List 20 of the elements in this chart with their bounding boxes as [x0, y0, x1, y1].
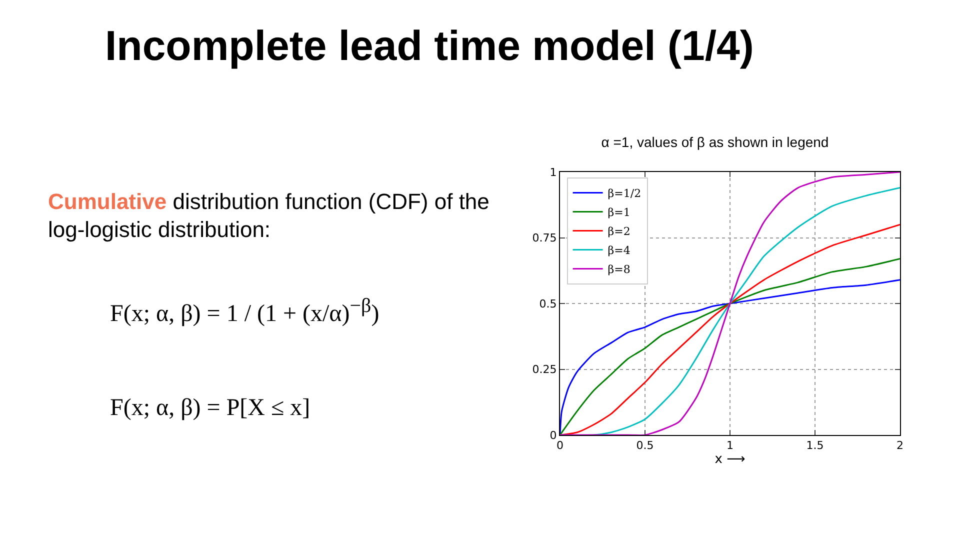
chart-subtitle: α =1, values of β as shown in legend — [601, 134, 829, 150]
legend-label: β=1 — [608, 206, 630, 220]
text: F(x; α, β) = 1 / (1 + (x/α)$^{−β}$) — [110, 295, 380, 328]
x-tick-label: 1.5 — [806, 439, 824, 452]
y-tick-label: 1 — [550, 166, 557, 179]
legend-label: β=2 — [608, 225, 630, 238]
y-tick-label: 0.75 — [532, 232, 557, 245]
y-tick-label: 0 — [550, 428, 557, 442]
legend-label: β=4 — [608, 244, 630, 258]
legend-label: β=8 — [608, 263, 630, 276]
chart-title: Incomplete lead time model (1/4) — [105, 22, 754, 70]
text: F(x; α, β) = P[X ≤ x] — [110, 395, 310, 422]
text: Cumulative — [48, 189, 167, 214]
x-tick-label: 2 — [896, 439, 904, 452]
legend-label: β=1/2 — [608, 187, 642, 200]
x-tick-label: 1 — [726, 439, 734, 452]
y-tick-label: 0.5 — [539, 297, 557, 310]
y-tick-label: 0.25 — [532, 363, 557, 376]
x-axis-title: x ⟶ — [714, 452, 746, 468]
x-tick-label: 0.5 — [636, 439, 654, 452]
